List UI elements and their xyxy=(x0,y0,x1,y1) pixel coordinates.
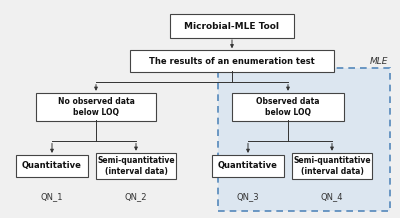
Text: No observed data
below LOQ: No observed data below LOQ xyxy=(58,97,134,117)
Text: Semi-quantitative
(interval data): Semi-quantitative (interval data) xyxy=(97,156,175,176)
FancyBboxPatch shape xyxy=(170,14,294,38)
Text: Quantitative: Quantitative xyxy=(218,161,278,170)
Text: QN_3: QN_3 xyxy=(237,192,259,201)
FancyBboxPatch shape xyxy=(232,93,344,121)
Text: QN_1: QN_1 xyxy=(41,192,63,201)
FancyBboxPatch shape xyxy=(36,93,156,121)
Text: MLE: MLE xyxy=(370,58,388,66)
FancyBboxPatch shape xyxy=(212,155,284,177)
Text: QN_4: QN_4 xyxy=(321,192,343,201)
Text: Microbial-MLE Tool: Microbial-MLE Tool xyxy=(184,22,280,31)
FancyBboxPatch shape xyxy=(292,153,372,179)
FancyBboxPatch shape xyxy=(96,153,176,179)
Text: Semi-quantitative
(interval data): Semi-quantitative (interval data) xyxy=(293,156,371,176)
Text: Observed data
below LOQ: Observed data below LOQ xyxy=(256,97,320,117)
Text: Quantitative: Quantitative xyxy=(22,161,82,170)
FancyBboxPatch shape xyxy=(218,68,390,211)
FancyBboxPatch shape xyxy=(130,50,334,72)
FancyBboxPatch shape xyxy=(16,155,88,177)
Text: The results of an enumeration test: The results of an enumeration test xyxy=(149,56,315,66)
Text: QN_2: QN_2 xyxy=(125,192,147,201)
